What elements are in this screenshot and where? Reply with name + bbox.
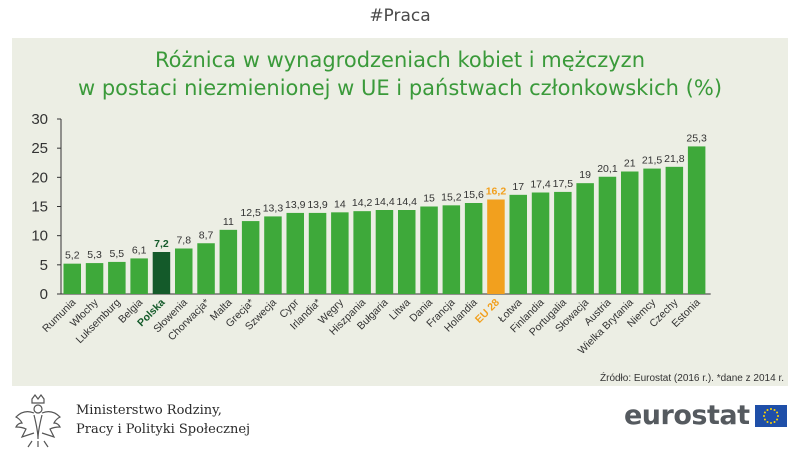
bar [665, 166, 684, 294]
value-label: 21,5 [642, 155, 663, 167]
bar [152, 252, 171, 294]
chart-title-line1: Różnica w wynagrodzeniach kobiet i mężcz… [154, 48, 646, 72]
value-label: 14,2 [352, 197, 373, 209]
bars [63, 146, 706, 294]
category-label: EU 28 [473, 297, 502, 326]
value-label: 17 [512, 181, 524, 193]
bar [63, 263, 81, 294]
value-label: 25,3 [686, 132, 707, 144]
eu-star [777, 415, 779, 417]
y-tick-label: 5 [40, 257, 48, 274]
y-tick-label: 15 [31, 199, 48, 216]
ministry-name-line1: Ministerstwo Rodziny, [76, 403, 222, 418]
bar [598, 176, 617, 294]
bar [108, 261, 126, 294]
ministry-name: Ministerstwo Rodziny, Pracy i Polityki S… [76, 401, 250, 439]
eu-star [763, 418, 766, 421]
bar [197, 243, 215, 294]
eu-star [773, 421, 776, 424]
hashtag-heading: #Praca [369, 6, 431, 26]
value-label: 6,1 [132, 244, 147, 256]
bar [375, 210, 394, 294]
bar [353, 211, 371, 294]
value-label: 12,5 [240, 207, 261, 219]
eu-star [763, 415, 765, 417]
bar [487, 199, 505, 294]
value-label: 13,9 [307, 199, 328, 211]
value-label: 17,5 [553, 178, 574, 190]
bar [420, 206, 438, 294]
value-label: 17,4 [530, 179, 551, 191]
eu-star [776, 411, 779, 414]
eu-star [766, 408, 769, 411]
value-label: 15,6 [463, 189, 484, 201]
source-note: Źródło: Eurostat (2016 r.). *dane z 2014… [600, 371, 784, 384]
eu-star [770, 422, 772, 424]
eu-star [766, 421, 769, 424]
bar [464, 203, 483, 294]
bar [643, 168, 661, 294]
eu-star [763, 411, 766, 414]
value-label: 13,9 [285, 199, 306, 211]
value-label: 14,4 [397, 196, 418, 208]
bar [219, 229, 238, 294]
value-label: 14,4 [374, 196, 395, 208]
eu-star [776, 418, 779, 421]
eu-star [770, 408, 772, 410]
eurostat-logo-text: eurostat [624, 400, 750, 431]
y-tick-label: 0 [40, 286, 48, 303]
bar [308, 212, 327, 294]
value-label: 16,2 [486, 186, 507, 198]
value-label: 15 [423, 193, 435, 205]
value-label: 14 [334, 198, 346, 210]
value-label: 19 [579, 169, 591, 181]
y-tick-label: 30 [31, 111, 48, 128]
value-label: 8,7 [199, 229, 214, 241]
value-label: 21 [624, 158, 636, 170]
bar [286, 212, 304, 294]
bar [398, 210, 416, 294]
value-label: 13,3 [263, 202, 284, 214]
bar [554, 191, 572, 294]
y-tick-label: 10 [31, 228, 48, 245]
bar [509, 194, 527, 294]
bar [621, 171, 639, 294]
value-label: 5,5 [110, 248, 125, 260]
bar [687, 146, 706, 294]
bar [264, 216, 282, 294]
value-label: 20,1 [597, 163, 618, 175]
bar [175, 248, 193, 294]
y-tick-label: 25 [31, 140, 48, 157]
chart-title: Różnica w wynagrodzeniach kobiet i mężcz… [12, 46, 788, 102]
bar [85, 263, 104, 294]
y-tick-label: 20 [31, 169, 48, 186]
bar [241, 221, 260, 294]
value-label: 15,2 [441, 191, 462, 203]
value-label: 5,2 [65, 250, 80, 262]
chart-title-line2: w postaci niezmienionej w UE i państwach… [77, 76, 723, 100]
value-label: 5,3 [87, 249, 102, 261]
value-label: 21,8 [664, 153, 685, 165]
bar [130, 258, 148, 294]
eu-flag-icon [755, 405, 787, 427]
bar [442, 205, 461, 294]
bar [576, 183, 594, 294]
ministry-name-line2: Pracy i Polityki Społecznej [76, 422, 251, 437]
polish-eagle-emblem-icon [14, 394, 62, 448]
value-label: 11 [223, 216, 234, 228]
bar [531, 192, 550, 294]
eu-star [773, 408, 776, 411]
bar [331, 212, 349, 294]
value-label: 7,8 [176, 235, 191, 247]
value-label: 7,2 [154, 238, 169, 250]
category-labels: RumuniaWłochyLuksemburgBelgiaPolskaSłowe… [40, 296, 703, 357]
